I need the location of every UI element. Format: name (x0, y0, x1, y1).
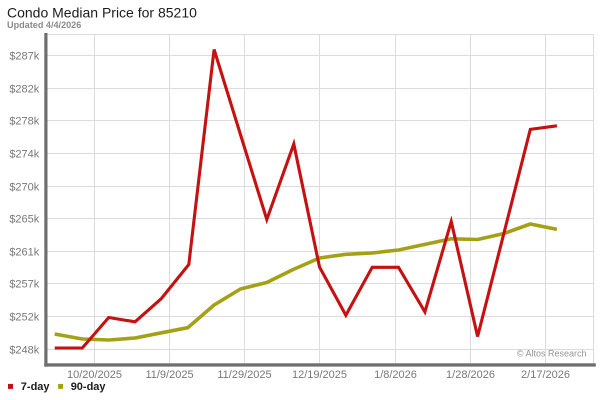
svg-text:$282k: $282k (9, 83, 39, 95)
svg-text:$278k: $278k (9, 115, 39, 127)
svg-text:7-day: 7-day (21, 381, 51, 393)
svg-text:$287k: $287k (9, 50, 39, 62)
svg-text:1/28/2026: 1/28/2026 (446, 369, 495, 381)
svg-text:90-day: 90-day (71, 381, 107, 393)
svg-text:$274k: $274k (9, 148, 39, 160)
svg-text:$270k: $270k (9, 181, 39, 193)
svg-text:12/19/2025: 12/19/2025 (292, 369, 347, 381)
svg-text:11/9/2025: 11/9/2025 (145, 369, 193, 381)
svg-text:Updated 4/4/2026: Updated 4/4/2026 (7, 20, 81, 30)
svg-text:$257k: $257k (9, 278, 39, 290)
svg-text:$265k: $265k (9, 213, 39, 225)
svg-text:2/17/2026: 2/17/2026 (521, 369, 570, 381)
svg-text:11/29/2025: 11/29/2025 (217, 369, 271, 381)
svg-text:© Altos Research: © Altos Research (517, 349, 587, 359)
svg-text:$248k: $248k (9, 344, 39, 356)
svg-text:Condo Median Price for 85210: Condo Median Price for 85210 (7, 5, 197, 21)
svg-text:$252k: $252k (9, 311, 39, 323)
svg-text:$261k: $261k (9, 246, 39, 258)
svg-text:10/20/2025: 10/20/2025 (67, 369, 122, 381)
svg-text:1/8/2026: 1/8/2026 (374, 369, 417, 381)
